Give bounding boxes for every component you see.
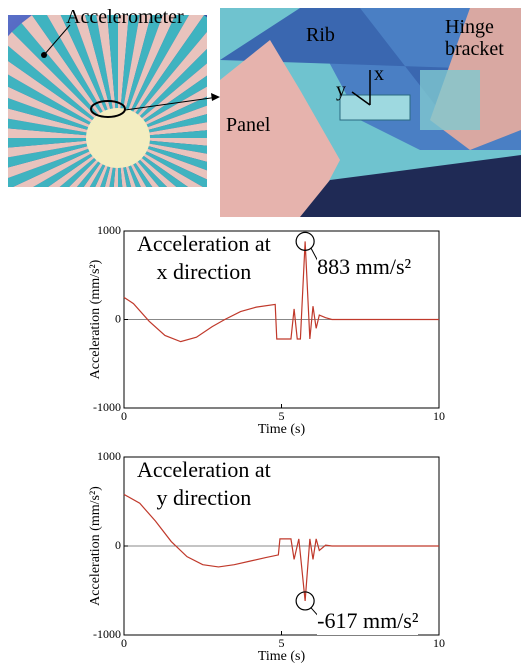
sensor [340, 95, 410, 120]
figure: -1000010000510Time (s)Acceleration (mm/s… [0, 0, 521, 671]
hub [86, 108, 150, 168]
annotation: 883 mm/s² [317, 253, 411, 281]
x-tick-label: 10 [433, 636, 445, 650]
label: Panel [226, 114, 270, 136]
chart-title: Acceleration at x direction [137, 230, 271, 286]
figure-canvas: -1000010000510Time (s)Acceleration (mm/s… [0, 0, 521, 671]
y-tick-label: 1000 [97, 449, 121, 463]
x-tick-label: 0 [121, 636, 127, 650]
bracket [420, 70, 480, 130]
label: Rib [306, 24, 335, 46]
x-tick-label: 0 [121, 409, 127, 423]
label: y [336, 79, 346, 101]
y-axis-label: Acceleration (mm/s²) [88, 259, 103, 379]
label: x [374, 63, 384, 85]
x-tick-label: 10 [433, 409, 445, 423]
chart-title: Acceleration at y direction [137, 456, 271, 512]
annotation: -617 mm/s² [317, 607, 418, 635]
x-tick-label: 5 [279, 409, 285, 423]
y-tick-label: 0 [115, 311, 121, 325]
label: Accelerometer [66, 6, 184, 28]
y-tick-label: -1000 [93, 400, 121, 414]
label: Hinge bracket [445, 16, 504, 60]
y-tick-label: 1000 [97, 223, 121, 237]
x-axis-label: Time (s) [258, 422, 306, 437]
y-axis-label: Acceleration (mm/s²) [88, 486, 103, 606]
arrowhead [211, 93, 220, 101]
x-tick-label: 5 [279, 636, 285, 650]
x-axis-label: Time (s) [258, 649, 306, 664]
y-tick-label: -1000 [93, 627, 121, 641]
y-tick-label: 0 [115, 538, 121, 552]
